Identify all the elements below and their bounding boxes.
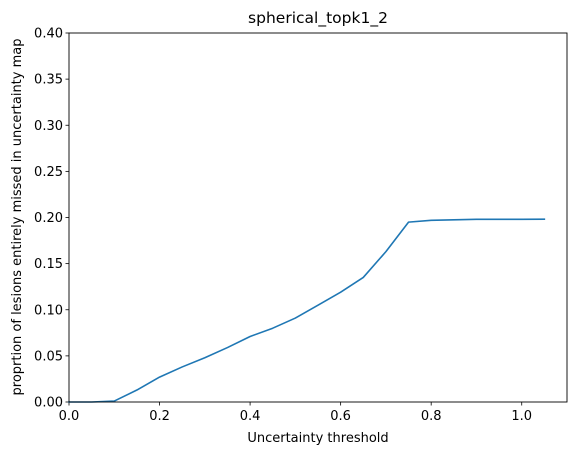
x-tick-label: 0.0	[59, 409, 80, 424]
y-tick-label: 0.00	[34, 396, 63, 411]
y-tick-label: 0.30	[34, 119, 63, 134]
x-tick-label: 0.6	[330, 409, 351, 424]
x-axis: 0.0 0.2 0.4 0.6 0.8 1.0	[59, 402, 532, 424]
chart-title: spherical_topk1_2	[248, 9, 388, 28]
x-axis-label: Uncertainty threshold	[247, 431, 388, 446]
y-tick-label: 0.10	[34, 303, 63, 318]
x-tick-label: 0.8	[421, 409, 442, 424]
y-tick-label: 0.40	[34, 27, 63, 42]
y-tick-label: 0.20	[34, 211, 63, 226]
y-tick-label: 0.35	[34, 73, 63, 88]
plot-frame	[68, 32, 568, 403]
y-tick-label: 0.05	[34, 349, 63, 364]
y-axis: 0.00 0.05 0.10 0.15 0.20 0.25 0.30 0.35 0.40	[34, 27, 69, 411]
plot-area	[68, 218, 546, 403]
y-axis-label: proprtion of lesions entirely missed in …	[10, 39, 25, 396]
x-tick-label: 1.0	[511, 409, 532, 424]
y-tick-label: 0.25	[34, 165, 63, 180]
series-line	[68, 218, 546, 403]
x-tick-label: 0.4	[240, 409, 261, 424]
y-tick-label: 0.15	[34, 257, 63, 272]
x-tick-label: 0.2	[149, 409, 170, 424]
